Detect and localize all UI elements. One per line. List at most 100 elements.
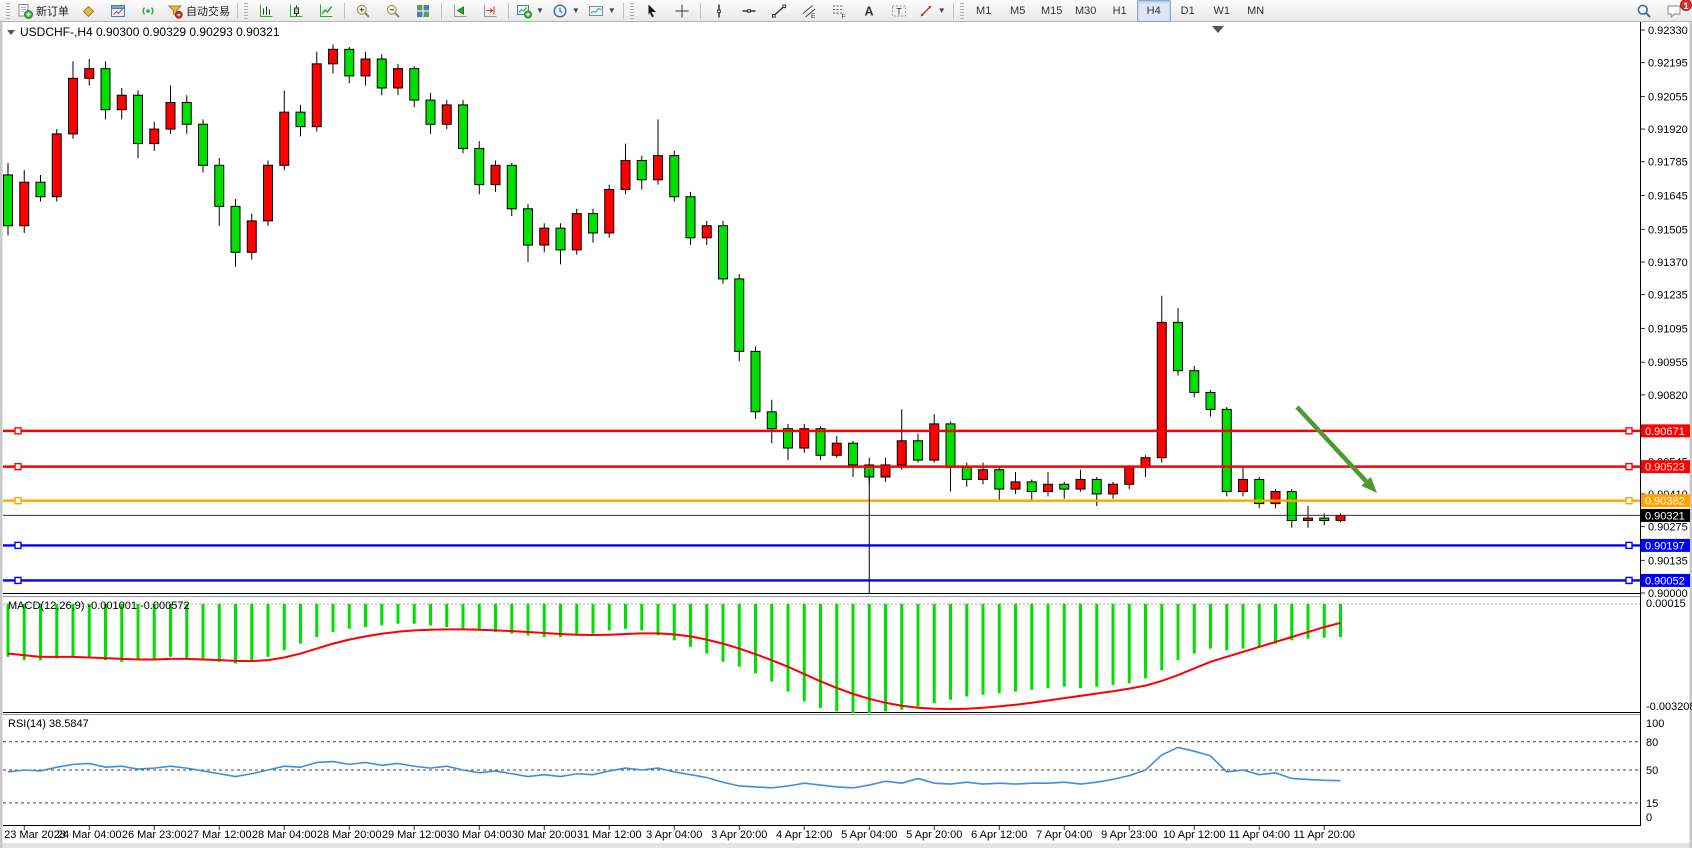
candle bbox=[1156, 295, 1167, 463]
horizontal-line-tool-button[interactable] bbox=[734, 0, 764, 22]
price-axis[interactable]: 0.92330 0.92195 0.92055 0.91920 0.91785 0.916… bbox=[1641, 25, 1692, 824]
hline-icon bbox=[741, 3, 757, 19]
text-tool-button[interactable]: A bbox=[854, 0, 884, 22]
chevron-down-icon: ▼ bbox=[536, 6, 544, 15]
trend-arrow-annotation[interactable] bbox=[1295, 405, 1377, 493]
resistance-line-2-handle[interactable] bbox=[14, 462, 22, 471]
search-button[interactable] bbox=[1629, 0, 1659, 22]
timeframe-button-d1[interactable]: D1 bbox=[1180, 4, 1195, 17]
channel-tool-button[interactable]: E bbox=[794, 0, 824, 22]
zoom-in-button[interactable] bbox=[348, 0, 378, 22]
auto-scroll-button[interactable] bbox=[445, 0, 475, 22]
templates-button[interactable]: ▼ bbox=[584, 0, 620, 22]
fibo-icon: F bbox=[831, 3, 847, 19]
chart-window-button[interactable] bbox=[103, 0, 133, 22]
support-line-blue-2-handle[interactable] bbox=[14, 576, 22, 585]
horizontal-line-objects bbox=[3, 427, 1640, 585]
chart-shift-marker[interactable] bbox=[1212, 26, 1224, 33]
arrows-tool-button[interactable]: ▼ bbox=[914, 0, 950, 22]
macd-histogram-bar bbox=[607, 603, 611, 631]
time-tick-label: 6 Apr 12:00 bbox=[971, 829, 1027, 841]
price-panel[interactable] bbox=[3, 44, 1640, 594]
label-tool-button[interactable]: T bbox=[884, 0, 914, 22]
macd-histogram-bar bbox=[1290, 603, 1294, 641]
candle bbox=[328, 44, 338, 74]
zoom-in-icon bbox=[355, 3, 371, 19]
price-tick-label: 0.90135 bbox=[1648, 555, 1688, 567]
macd-histogram-bar bbox=[997, 603, 1001, 694]
candle bbox=[295, 104, 306, 137]
periods-button[interactable]: ▼ bbox=[548, 0, 584, 22]
cursor-tool-button[interactable] bbox=[637, 0, 667, 22]
candlestick-mode-button[interactable] bbox=[281, 0, 311, 22]
timeframe-button-h1[interactable]: H1 bbox=[1112, 4, 1127, 17]
macd-histogram-bar bbox=[494, 603, 497, 633]
macd-panel[interactable]: MACD(12,26,9) -0.001001 -0.000572 bbox=[3, 600, 1640, 714]
candle bbox=[344, 46, 355, 84]
macd-histogram-bar bbox=[185, 603, 189, 659]
support-line-blue-1-handle[interactable] bbox=[1625, 541, 1633, 550]
macd-histogram-bar bbox=[347, 603, 351, 629]
bar-chart-mode-button[interactable] bbox=[251, 0, 281, 22]
chevron-down-icon: ▼ bbox=[937, 6, 946, 15]
macd-histogram-bar bbox=[429, 603, 432, 626]
resistance-line-2-handle[interactable] bbox=[1625, 462, 1633, 471]
time-tick-label: 27 Mar 12:00 bbox=[187, 829, 252, 841]
crosshair-tool-button[interactable] bbox=[667, 0, 697, 22]
support-line-blue-1-handle[interactable] bbox=[14, 541, 22, 550]
rsi-line bbox=[7, 746, 1341, 789]
new-order-button[interactable]: 新订单 bbox=[13, 0, 73, 22]
market-watch-button[interactable] bbox=[73, 0, 103, 22]
axis-label-0.90671-text: 0.90671 bbox=[1645, 426, 1685, 438]
macd-histogram-bar bbox=[1192, 603, 1196, 654]
new-chart-button[interactable]: ▼ bbox=[512, 0, 548, 22]
macd-histogram-bar bbox=[867, 603, 871, 714]
support-line-orange-handle[interactable] bbox=[1625, 496, 1633, 505]
auto-trading-button[interactable]: 自动交易 bbox=[163, 0, 234, 22]
toolbar-grip bbox=[6, 2, 10, 19]
time-tick-label: 28 Mar 04:00 bbox=[252, 829, 317, 841]
macd-histogram-bar bbox=[1095, 603, 1099, 687]
timeframe-button-m15[interactable]: M15 bbox=[1040, 4, 1063, 17]
candle bbox=[230, 199, 241, 267]
support-line-orange-handle[interactable] bbox=[14, 496, 22, 505]
macd-histogram-bar bbox=[152, 603, 156, 659]
vertical-line-tool-button[interactable] bbox=[704, 0, 734, 22]
macd-histogram-bar bbox=[1176, 603, 1180, 661]
collapse-triangle-icon[interactable] bbox=[7, 30, 15, 35]
line-chart-mode-button[interactable] bbox=[311, 0, 341, 22]
macd-histogram-bar bbox=[445, 603, 449, 628]
price-tick-label: 0.91095 bbox=[1648, 323, 1688, 335]
macd-histogram-bar bbox=[770, 603, 774, 682]
timeframe-button-m1[interactable]: M1 bbox=[976, 4, 992, 17]
rsi-panel[interactable]: RSI(14) 38.5847 bbox=[3, 718, 1640, 804]
resistance-line-1-handle[interactable] bbox=[14, 427, 22, 435]
time-tick-label: 7 Apr 04:00 bbox=[1036, 829, 1092, 841]
price-tick-label: 0.91920 bbox=[1648, 124, 1688, 136]
timeframe-button-mn[interactable]: MN bbox=[1247, 4, 1265, 17]
candle bbox=[425, 92, 436, 134]
signals-button[interactable] bbox=[133, 0, 163, 22]
timeframe-button-w1[interactable]: W1 bbox=[1213, 4, 1230, 17]
macd-histogram-bar bbox=[282, 603, 286, 651]
time-tick-label: 10 Apr 12:00 bbox=[1163, 829, 1225, 841]
timeframe-button-h4[interactable]: H4 bbox=[1136, 0, 1171, 22]
chart-shift-button[interactable] bbox=[475, 0, 505, 22]
timeframe-button-m5[interactable]: M5 bbox=[1010, 4, 1026, 17]
candle bbox=[1221, 406, 1232, 497]
resistance-line-1-handle[interactable] bbox=[1625, 427, 1633, 435]
price-tick-label: 0.91785 bbox=[1648, 157, 1688, 169]
notifications-button[interactable]: 1 bbox=[1659, 0, 1692, 22]
fibonacci-tool-button[interactable]: F bbox=[824, 0, 854, 22]
zoom-out-button[interactable] bbox=[378, 0, 408, 22]
tile-windows-button[interactable] bbox=[408, 0, 438, 22]
timeframe-button-m30[interactable]: M30 bbox=[1074, 4, 1097, 17]
macd-histogram-bar bbox=[1225, 603, 1229, 651]
macd-histogram-bar bbox=[71, 603, 75, 657]
support-line-blue-2-handle[interactable] bbox=[1625, 576, 1633, 585]
window-bottom-edge bbox=[0, 843, 1692, 848]
window-right-edge bbox=[1689, 22, 1692, 848]
trendline-tool-button[interactable] bbox=[764, 0, 794, 22]
